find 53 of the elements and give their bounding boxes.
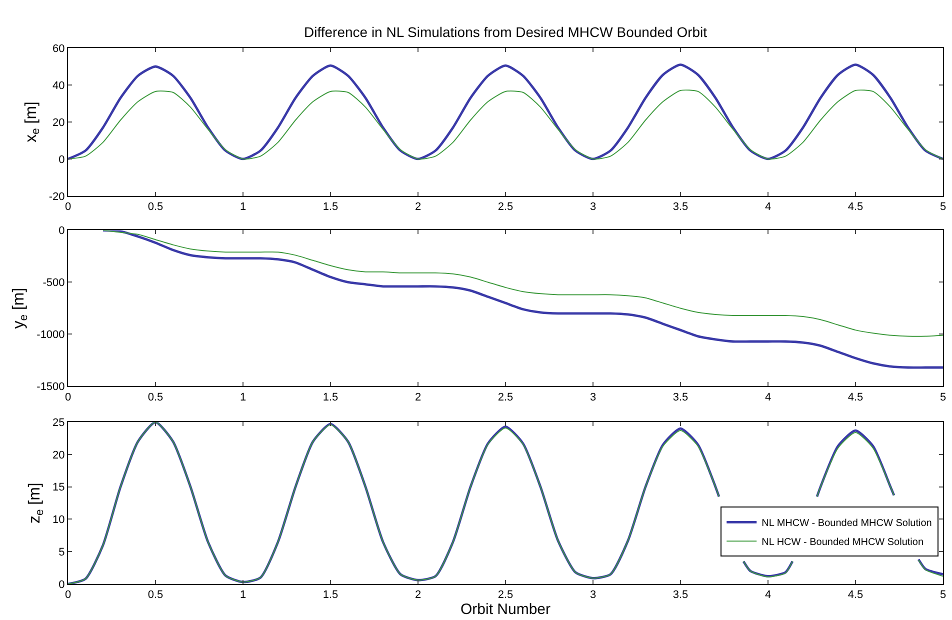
y-tick-label: -1000	[36, 329, 65, 342]
y-tick-label: 40	[52, 80, 65, 92]
y-tick-label: 20	[52, 116, 65, 129]
x-tick-label: 4.5	[848, 589, 864, 602]
x-tick-label: 0.5	[148, 201, 164, 214]
x-tick-label: 2.5	[498, 391, 514, 404]
y-tick-label: -1500	[36, 381, 65, 394]
x-tick-label: 3	[590, 589, 596, 602]
x-tick-label: 1.5	[322, 589, 338, 602]
x-tick-label: 1.5	[322, 201, 338, 214]
x-tick-label: 2	[414, 589, 422, 602]
x-tick-label: 5	[940, 589, 946, 602]
x-tick-label: 2	[414, 391, 422, 404]
x-tick-label: 5	[940, 201, 946, 214]
x-tick-label: 4	[764, 201, 772, 214]
x-tick-label: 3.5	[672, 201, 688, 214]
x-tick-label: 1	[240, 201, 246, 214]
y-tick-label: 5	[58, 546, 65, 558]
x-tick-label: 3.5	[672, 589, 688, 602]
x-tick-label: 4	[764, 589, 772, 602]
x-tick-label: 0.5	[148, 589, 164, 602]
y-tick-label: -500	[42, 277, 65, 290]
y-tick-label: 0	[58, 225, 65, 238]
y-tick-label: 0	[58, 154, 65, 166]
x-tick-label: 1	[240, 589, 246, 602]
y-tick-label: 10	[52, 514, 65, 526]
x-tick-label: 4.5	[848, 391, 864, 404]
y-tick-label: 20	[52, 449, 65, 462]
x-tick-label: 0.5	[148, 391, 164, 404]
x-tick-label: 4.5	[848, 201, 864, 214]
x-axis-title: Orbit Number	[460, 601, 551, 618]
x-tick-label: 3	[590, 391, 596, 404]
y-tick-label: 25	[52, 416, 65, 429]
legend-label: NL MHCW - Bounded MHCW Solution	[762, 518, 932, 530]
line-series	[68, 63, 943, 160]
x-tick-label: 4	[764, 391, 772, 404]
x-tick-label: 2.5	[498, 589, 514, 602]
x-tick-label: 1.5	[322, 391, 338, 404]
y-tick-label: 60	[52, 42, 65, 55]
legend-label: NL HCW - Bounded MHCW Solution	[762, 537, 924, 548]
line-series	[102, 230, 943, 369]
y-tick-label: 0	[58, 578, 65, 591]
x-tick-label: 2.5	[498, 201, 514, 214]
x-tick-label: 1	[240, 391, 246, 404]
chart-title: Difference in NL Simulations from Desired MHCW Bounded Orbit	[304, 24, 708, 40]
x-tick-label: 3.5	[672, 391, 688, 404]
line-series	[68, 90, 943, 160]
y-tick-label: -20	[48, 190, 65, 203]
x-tick-label: 3	[590, 201, 596, 214]
y-tick-label: 15	[52, 482, 65, 494]
x-tick-label: 2	[414, 201, 422, 214]
line-series	[102, 230, 943, 337]
x-tick-label: 5	[940, 391, 946, 404]
